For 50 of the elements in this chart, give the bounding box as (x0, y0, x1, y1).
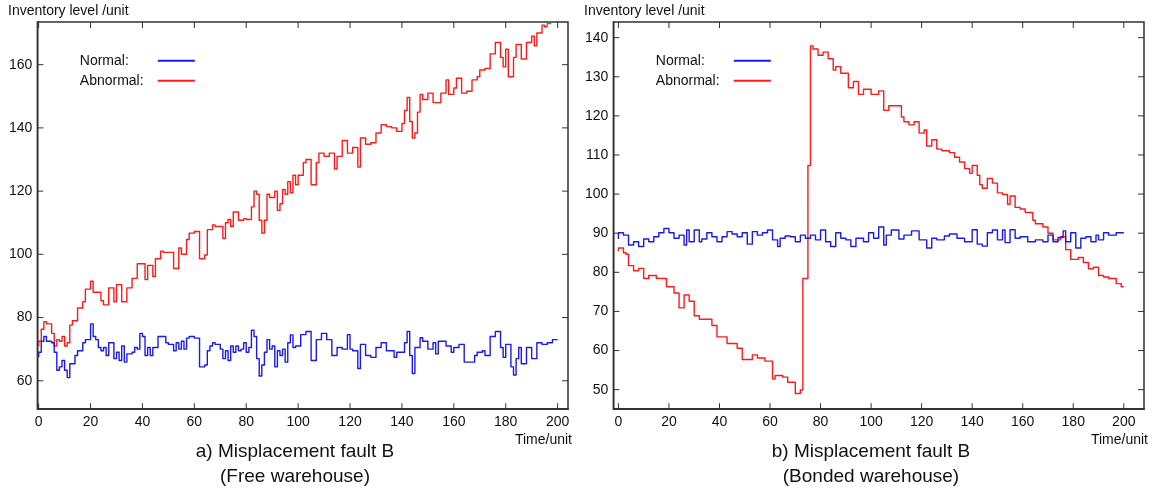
x-tick-label: 160 (442, 413, 466, 430)
y-tick-label: 80 (592, 263, 609, 280)
y-tick-label: 100 (9, 245, 33, 262)
x-tick-label: 120 (338, 413, 362, 430)
x-tick-label: 0 (34, 413, 43, 430)
y-axis-title: Inventory level /unit (8, 1, 129, 18)
y-tick-label: 130 (585, 67, 609, 84)
x-tick-label: 100 (859, 413, 883, 430)
y-tick-label: 60 (592, 341, 609, 358)
y-tick-label: 140 (9, 118, 33, 135)
x-tick-label: 20 (82, 413, 99, 430)
x-tick-label: 180 (1061, 413, 1086, 430)
text: (Bonded warehouse) (781, 465, 961, 487)
y-tick-label: 80 (16, 308, 33, 325)
x-tick-label: 20 (661, 413, 677, 430)
x-tick-label: 60 (762, 413, 779, 430)
x-tick-label: 0 (614, 413, 623, 430)
legend-label: Abnormal: (79, 71, 144, 88)
x-tick-label: 40 (134, 413, 151, 430)
x-axis-title: Time/unit (1090, 431, 1149, 448)
y-tick-label: 140 (585, 28, 609, 45)
x-tick-label: 200 (1112, 413, 1136, 430)
x-tick-label: 120 (909, 413, 934, 430)
x-tick-label: 200 (545, 413, 570, 430)
legend-label: Abnormal: (655, 71, 720, 88)
y-tick-label: 90 (592, 224, 609, 241)
text: b) Misplacement fault B (771, 440, 971, 461)
x-tick-label: 40 (711, 413, 728, 430)
y-tick-label: 110 (586, 145, 609, 162)
x-tick-label: 60 (186, 413, 203, 430)
x-tick-label: 140 (960, 413, 985, 430)
text: (Free warehouse) (219, 465, 371, 487)
y-tick-label: 160 (9, 55, 33, 72)
x-axis-title: Time/unit (514, 431, 573, 448)
y-tick-label: 50 (592, 380, 609, 397)
x-tick-label: 160 (1011, 413, 1035, 430)
y-tick-label: 120 (9, 181, 33, 198)
x-tick-label: 140 (390, 413, 414, 430)
y-tick-label: 60 (16, 371, 33, 388)
x-tick-label: 180 (494, 413, 518, 430)
x-tick-label: 80 (238, 413, 255, 430)
y-tick-label: 120 (585, 106, 609, 123)
text: a) Misplacement fault B (195, 440, 395, 461)
x-tick-label: 100 (286, 413, 311, 430)
y-axis-title: Inventory level /unit (584, 1, 705, 18)
y-tick-label: 100 (585, 184, 609, 201)
y-tick-label: 70 (592, 302, 609, 319)
x-tick-label: 80 (812, 413, 829, 430)
legend-label: Normal: (655, 51, 705, 68)
legend-label: Normal: (79, 51, 129, 68)
